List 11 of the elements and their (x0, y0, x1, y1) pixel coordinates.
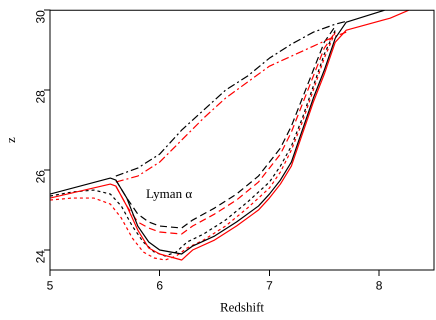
y-tick-label: 24 (33, 250, 48, 264)
annotation: Lyman α (146, 186, 192, 202)
y-tick-label: 30 (33, 10, 48, 24)
x-tick-label: 6 (156, 278, 164, 293)
y-tick-label: 26 (33, 170, 48, 184)
x-tick-label: 8 (376, 278, 383, 293)
y-axis-title: z (3, 136, 18, 143)
y-tick-label: 28 (33, 90, 48, 104)
x-axis-title: Redshift (220, 300, 264, 315)
x-tick-label: 5 (46, 278, 54, 293)
x-tick-label: 7 (266, 278, 274, 293)
